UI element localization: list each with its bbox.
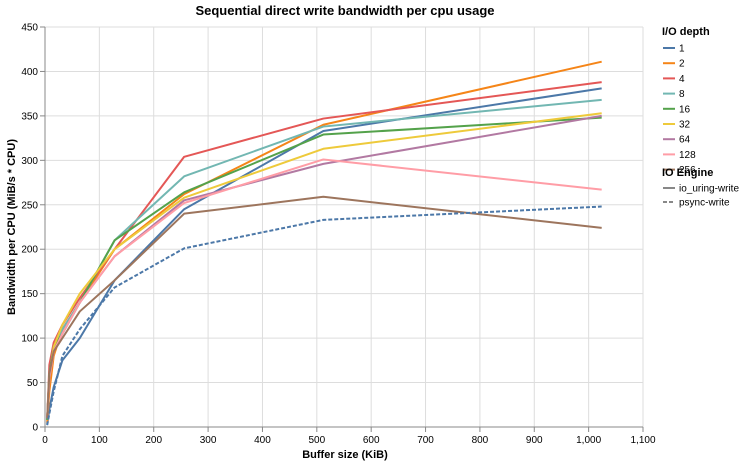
y-axis: 0 50 100 150 200 250 300 350 400 450 [21, 23, 46, 434]
x-tick-label: 1,000 [576, 435, 601, 446]
legend-depth-title: I/O depth [662, 26, 710, 38]
y-axis-title: Bandwidth per CPU (MiB/s * CPU) [6, 139, 18, 315]
x-tick-label: 200 [145, 435, 162, 446]
x-tick-label: 300 [200, 435, 217, 446]
y-tick-label: 350 [21, 111, 38, 122]
legend-depth-label: 8 [679, 89, 685, 100]
legend-depth-label: 4 [679, 74, 685, 85]
legend-depth-label: 64 [679, 135, 691, 146]
series-line-4 [46, 81, 602, 420]
series-line-64 [46, 114, 602, 419]
y-tick-label: 200 [21, 245, 38, 256]
x-tick-label: 600 [363, 435, 380, 446]
x-tick-label: 0 [42, 435, 48, 446]
y-tick-label: 300 [21, 156, 38, 167]
y-tick-label: 150 [21, 289, 38, 300]
x-tick-label: 900 [526, 435, 543, 446]
legend-engine-title: IO Engine [662, 167, 713, 179]
x-tick-label: 100 [91, 435, 108, 446]
chart-title: Sequential direct write bandwidth per cp… [195, 3, 494, 18]
x-tick-label: 1,100 [630, 435, 655, 446]
series-line-128 [46, 158, 602, 419]
series-line-1 [46, 87, 602, 425]
x-tick-label: 400 [254, 435, 271, 446]
legend-engine-label: io_uring-write [679, 184, 739, 195]
legend-depth-label: 128 [679, 150, 696, 161]
legend-engine-label: psync-write [679, 198, 730, 209]
x-tick-label: 800 [472, 435, 489, 446]
legend-depth-label: 16 [679, 104, 691, 115]
y-tick-label: 400 [21, 67, 38, 78]
x-axis: 0 100 200 300 400 500 600 700 800 900 1,000 1,100 [42, 426, 656, 446]
legend-depth-label: 2 [679, 59, 685, 70]
x-tick-label: 700 [417, 435, 434, 446]
y-tick-label: 250 [21, 200, 38, 211]
legend-depth-label: 32 [679, 120, 691, 131]
series-line-256 [46, 195, 602, 419]
y-tick-label: 450 [21, 23, 38, 34]
y-tick-label: 100 [21, 334, 38, 345]
series-lines [46, 60, 602, 426]
x-tick-label: 500 [308, 435, 325, 446]
y-tick-label: 50 [27, 378, 39, 389]
x-axis-title: Buffer size (KiB) [302, 449, 388, 461]
y-tick-label: 0 [32, 423, 38, 434]
legend-depth-label: 256 [679, 165, 696, 176]
legend-depth-label: 1 [679, 44, 685, 55]
series-line-psync-write [46, 205, 602, 426]
